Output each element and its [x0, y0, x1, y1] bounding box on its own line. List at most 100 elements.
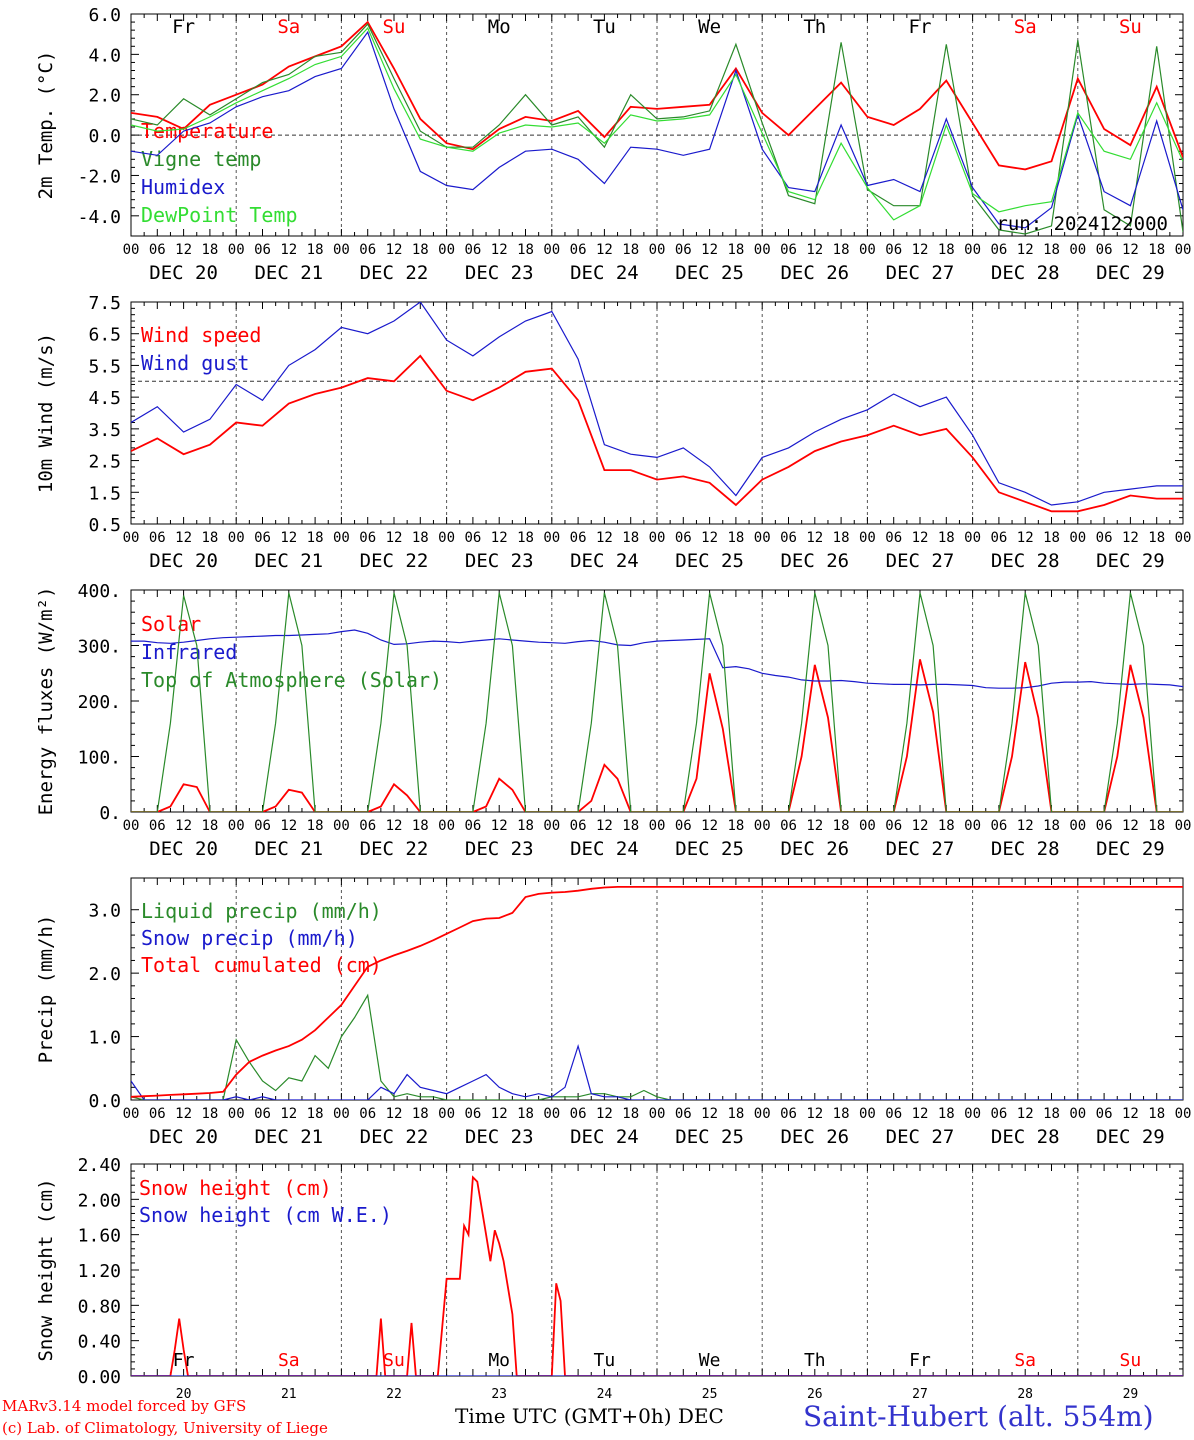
hour-tick-label: 00	[438, 242, 455, 258]
hour-tick-label: 12	[806, 818, 823, 834]
date-label: DEC 21	[254, 262, 323, 284]
hour-tick-label: 06	[254, 242, 271, 258]
y-tick-label: 1.0	[88, 1028, 121, 1049]
hour-tick-label: 06	[149, 818, 166, 834]
legend-entry: Liquid precip (mm/h)	[141, 899, 382, 923]
y-tick-label: 6.0	[88, 5, 121, 26]
hour-tick-label: 06	[149, 530, 166, 546]
hour-tick-label: 06	[885, 818, 902, 834]
series-line-top-of-atmosphere-solar-	[131, 592, 1183, 812]
hour-tick-label: 12	[386, 818, 403, 834]
hour-tick-label: 18	[833, 242, 850, 258]
hour-tick-label: 06	[254, 1106, 271, 1122]
weekday-label: Tu	[593, 16, 616, 38]
day-number-label: 24	[597, 1387, 613, 1402]
y-axis-label: Precip (mm/h)	[35, 915, 57, 1064]
hour-tick-label: 18	[622, 242, 639, 258]
hour-tick-label: 12	[386, 242, 403, 258]
date-label: DEC 29	[1096, 838, 1165, 860]
hour-tick-label: 00	[123, 530, 140, 546]
day-number-label: 25	[702, 1387, 718, 1402]
hour-tick-label: 00	[333, 242, 350, 258]
hour-tick-label: 12	[1122, 1106, 1139, 1122]
hour-tick-label: 06	[1096, 530, 1113, 546]
hour-tick-label: 06	[359, 818, 376, 834]
station-name: Saint-Hubert (alt. 554m)	[803, 1400, 1154, 1433]
hour-tick-label: 18	[412, 530, 429, 546]
date-label: DEC 20	[149, 262, 218, 284]
hour-tick-label: 12	[1017, 1106, 1034, 1122]
y-tick-label: 0.5	[88, 515, 121, 536]
hour-tick-label: 18	[517, 818, 534, 834]
date-label: DEC 20	[149, 838, 218, 860]
date-label: DEC 25	[675, 262, 744, 284]
hour-tick-label: 06	[780, 530, 797, 546]
y-tick-label: 5.5	[88, 356, 121, 377]
hour-tick-label: 00	[1069, 242, 1086, 258]
weekday-label: Th	[803, 16, 826, 38]
hour-tick-label: 00	[1069, 1106, 1086, 1122]
y-tick-label: -4.0	[78, 207, 121, 228]
hour-tick-label: 06	[780, 818, 797, 834]
hour-tick-label: 12	[386, 530, 403, 546]
series-line-solar	[131, 659, 1183, 812]
y-tick-label: 100.	[78, 748, 121, 769]
hour-tick-label: 12	[491, 1106, 508, 1122]
hour-tick-label: 12	[175, 242, 192, 258]
date-label: DEC 29	[1096, 262, 1165, 284]
hour-tick-label: 06	[1096, 1106, 1113, 1122]
hour-tick-label: 00	[123, 1106, 140, 1122]
hour-tick-label: 12	[491, 242, 508, 258]
date-label: DEC 29	[1096, 550, 1165, 572]
date-label: DEC 25	[675, 550, 744, 572]
series-line-liquid-precip-mm-h-	[131, 993, 1183, 1100]
y-tick-label: 4.5	[88, 388, 121, 409]
hour-tick-label: 06	[780, 242, 797, 258]
hour-tick-label: 00	[543, 1106, 560, 1122]
series-line-infrared	[131, 629, 1183, 689]
weekday-label: We	[699, 1350, 721, 1371]
legend-entry: Vigne temp	[141, 147, 261, 171]
hour-tick-label: 06	[464, 242, 481, 258]
hour-tick-label: 12	[1122, 530, 1139, 546]
series-line-wind-speed	[131, 354, 1183, 513]
hour-tick-label: 18	[517, 530, 534, 546]
hour-tick-label: 00	[964, 1106, 981, 1122]
hour-tick-label: 18	[727, 530, 744, 546]
date-label: DEC 22	[360, 262, 429, 284]
y-axis-label: Energy fluxes (W/m²)	[35, 587, 57, 816]
legend-entry: Solar	[141, 612, 201, 636]
weekday-label: Mo	[488, 1350, 510, 1371]
weekday-label: Fr	[909, 1350, 931, 1371]
hour-tick-label: 18	[201, 1106, 218, 1122]
hour-tick-label: 12	[701, 1106, 718, 1122]
hour-tick-label: 06	[885, 1106, 902, 1122]
hour-tick-label: 00	[754, 818, 771, 834]
date-label: DEC 22	[360, 838, 429, 860]
date-label: DEC 24	[570, 262, 639, 284]
weekday-label: Fr	[909, 16, 932, 38]
hour-tick-label: 18	[938, 530, 955, 546]
hour-tick-label: 18	[727, 818, 744, 834]
y-axis-label: 2m Temp. (°C)	[35, 51, 57, 200]
hour-tick-label: 12	[596, 818, 613, 834]
hour-tick-label: 00	[649, 242, 666, 258]
y-tick-label: 2.40	[78, 1155, 121, 1176]
series-line-total-cumulated-cm-	[131, 886, 1183, 1098]
y-tick-label: 4.0	[88, 45, 121, 66]
legend-entry: Infrared	[141, 640, 237, 664]
hour-tick-label: 06	[254, 818, 271, 834]
date-label: DEC 25	[675, 1126, 744, 1148]
date-label: DEC 22	[360, 1126, 429, 1148]
hour-tick-label: 12	[806, 242, 823, 258]
hour-tick-label: 18	[1148, 818, 1165, 834]
y-tick-label: 300.	[78, 637, 121, 658]
hour-tick-label: 06	[990, 818, 1007, 834]
weekday-label: Su	[383, 16, 406, 38]
hour-tick-label: 06	[254, 530, 271, 546]
hour-tick-label: 00	[754, 530, 771, 546]
legend-entry: Snow height (cm)	[139, 1176, 332, 1200]
hour-tick-label: 06	[1096, 818, 1113, 834]
hour-tick-label: 06	[359, 242, 376, 258]
series-line-snow-height-cm-	[131, 1175, 1183, 1376]
